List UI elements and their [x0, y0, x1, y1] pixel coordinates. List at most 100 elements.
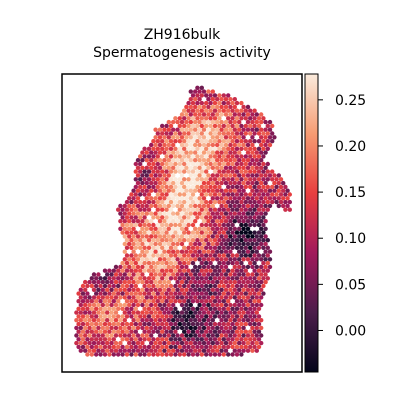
spot [175, 127, 180, 132]
spot [160, 222, 165, 228]
spot [138, 238, 143, 243]
spot [221, 283, 226, 289]
spot [219, 219, 224, 224]
spot [193, 135, 198, 140]
spot [204, 291, 209, 296]
spot [146, 306, 152, 311]
spot [252, 131, 257, 136]
spot [263, 249, 268, 254]
spot [133, 184, 138, 190]
spot [164, 222, 169, 228]
spot [234, 245, 240, 250]
spot [162, 219, 167, 224]
spot [223, 249, 229, 254]
spot [232, 310, 237, 315]
spot [182, 291, 187, 296]
spot [78, 340, 84, 346]
spot [155, 222, 160, 228]
spot [120, 352, 125, 357]
spot [109, 287, 114, 292]
spot [98, 283, 103, 289]
spot [155, 215, 160, 220]
spot [197, 295, 202, 300]
spot [215, 325, 220, 331]
spot [234, 215, 240, 220]
spot [173, 306, 178, 311]
spot [204, 299, 209, 304]
spot [241, 219, 246, 224]
spot [138, 268, 143, 273]
spot [239, 184, 244, 190]
spot [153, 241, 158, 247]
spot [135, 348, 141, 353]
spot [208, 177, 213, 182]
spot [239, 260, 244, 266]
spot [186, 230, 191, 235]
spot [151, 352, 156, 357]
spot [129, 230, 134, 235]
spot [228, 241, 233, 247]
spot [221, 131, 226, 136]
spot [190, 123, 196, 129]
spot [177, 344, 182, 350]
spot [248, 123, 253, 129]
spot [239, 245, 244, 250]
spot [243, 283, 248, 289]
spot [226, 344, 231, 350]
spot [223, 135, 229, 140]
spot [193, 272, 198, 277]
spot [217, 123, 222, 129]
spot [254, 249, 259, 254]
spot [120, 268, 125, 273]
spot [248, 306, 253, 311]
spot [74, 310, 79, 315]
spot [91, 340, 97, 346]
spot [100, 287, 106, 292]
spot [184, 310, 189, 315]
spot [142, 276, 147, 281]
spot [160, 245, 165, 250]
spot [87, 348, 92, 353]
spot [212, 139, 218, 144]
spot [221, 299, 226, 304]
spot [199, 169, 204, 174]
spot [278, 184, 284, 190]
spot [223, 318, 229, 323]
spot [228, 173, 233, 178]
spot [171, 119, 176, 125]
spot [179, 112, 185, 117]
spot [160, 131, 165, 136]
spot [201, 318, 207, 323]
spot [124, 222, 130, 228]
spot [217, 215, 222, 220]
spot [186, 177, 191, 182]
spot [193, 97, 198, 102]
spot [248, 215, 253, 220]
spot [168, 299, 174, 304]
spot [223, 257, 229, 262]
spot [254, 241, 259, 247]
spot [259, 150, 264, 155]
spot [105, 340, 110, 346]
spot [127, 241, 132, 247]
spot [155, 139, 160, 144]
spot [135, 279, 141, 285]
spot [118, 219, 123, 224]
spot [188, 340, 193, 346]
spot [146, 161, 152, 167]
spot [228, 119, 233, 125]
spot [186, 116, 191, 121]
spot [166, 142, 171, 148]
spot [237, 287, 242, 292]
spot [199, 268, 204, 273]
spot [208, 215, 213, 220]
spot [171, 150, 176, 155]
spot [131, 234, 136, 239]
spot [241, 226, 246, 231]
spot [129, 260, 134, 266]
spot [107, 291, 112, 296]
spot [184, 142, 189, 148]
spot [243, 154, 248, 159]
spot [87, 340, 92, 346]
spot [124, 299, 130, 304]
